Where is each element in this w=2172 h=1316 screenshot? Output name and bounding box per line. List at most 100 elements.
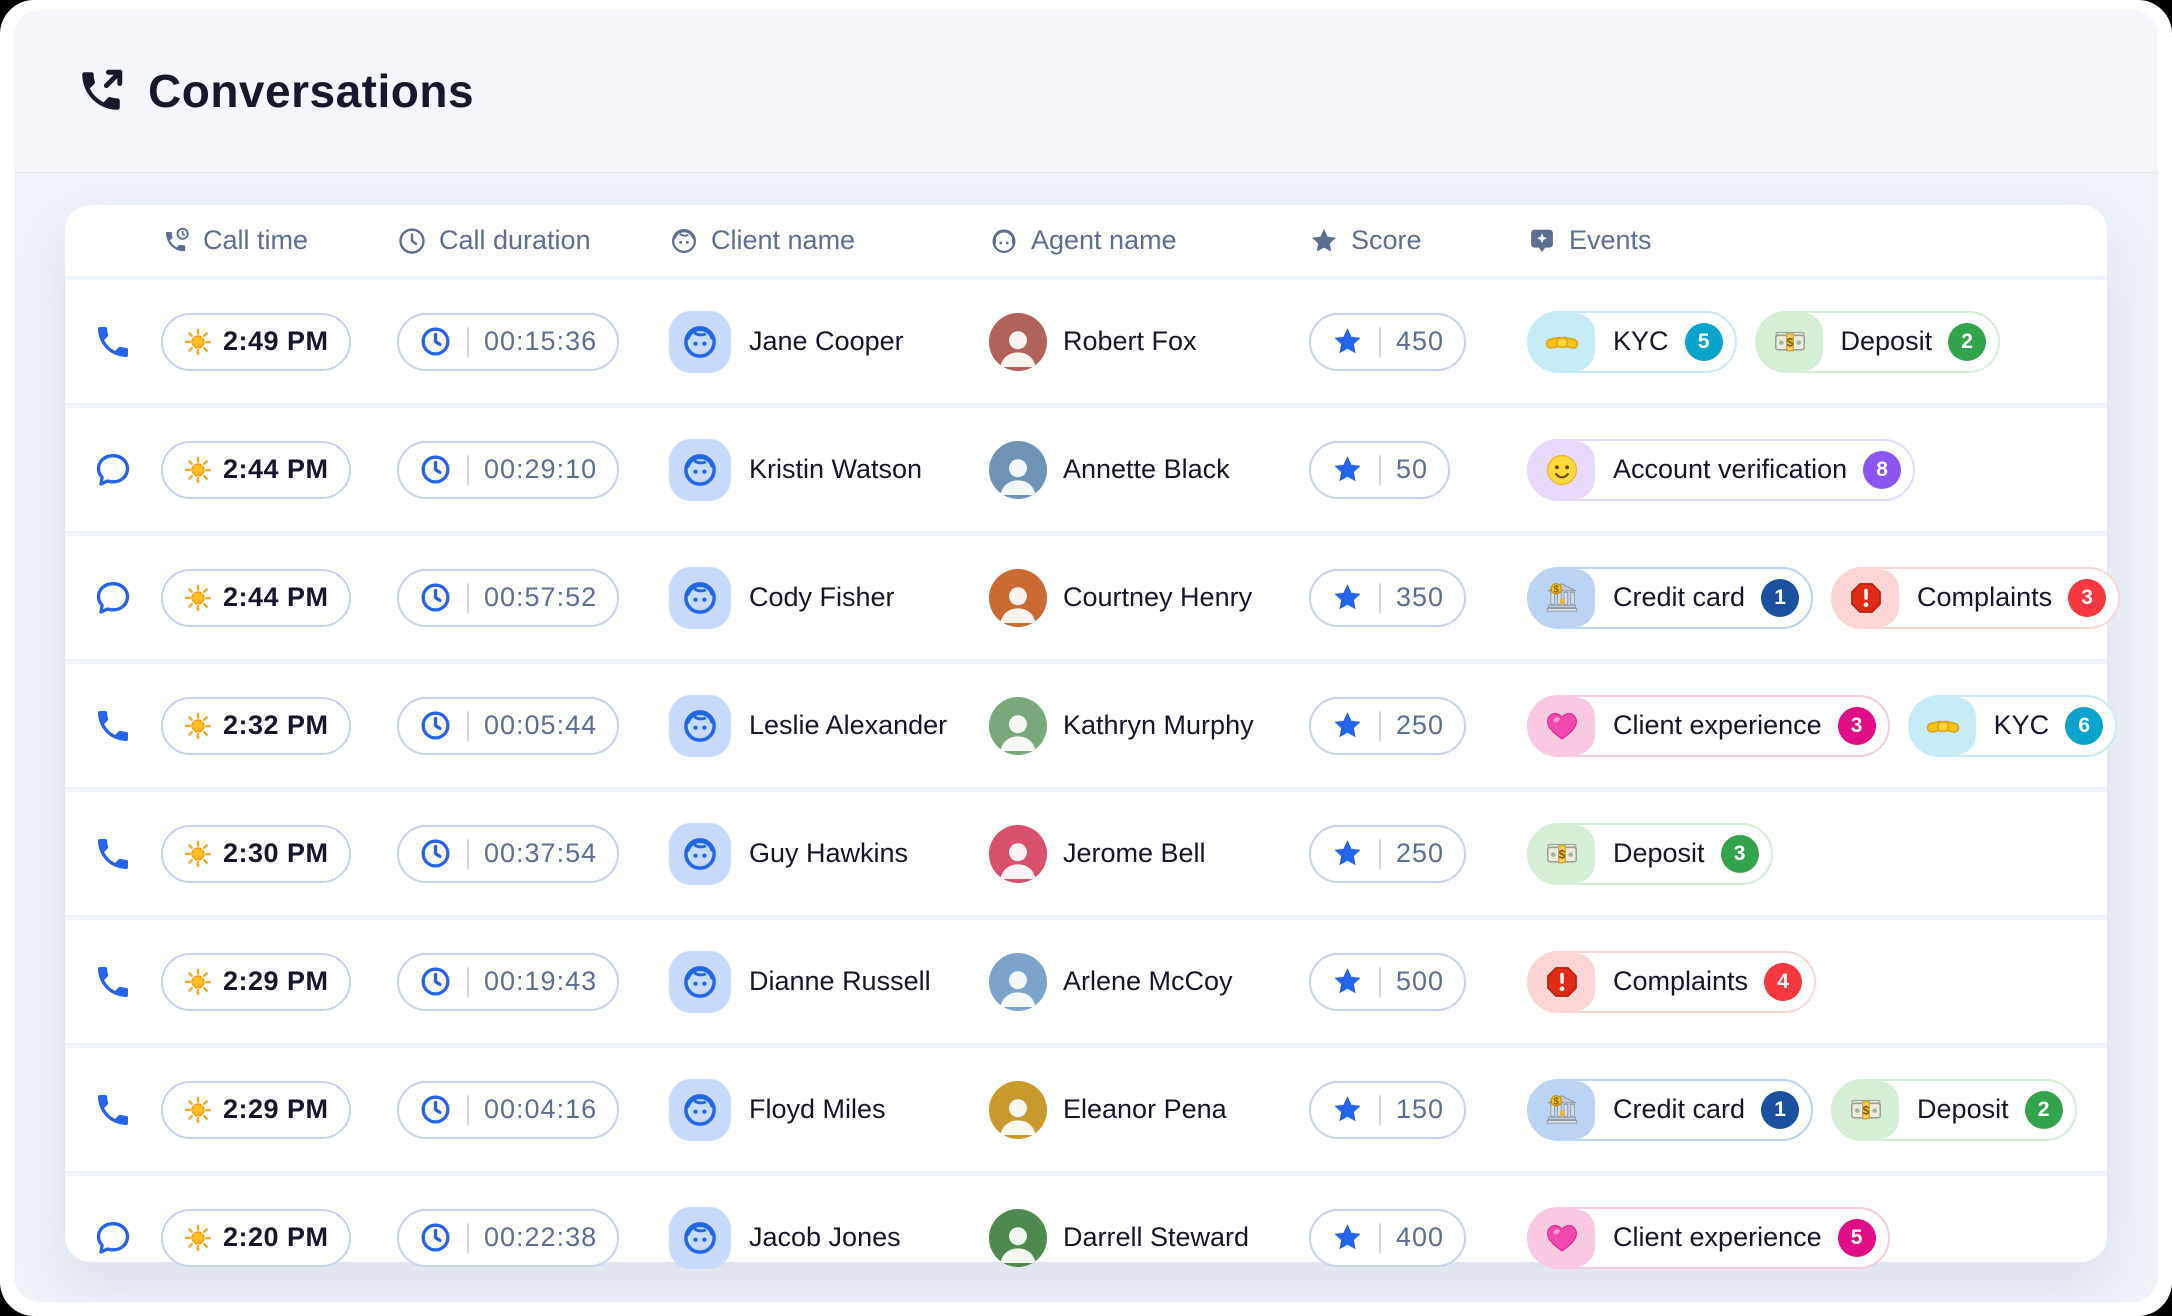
divider [467, 710, 469, 741]
divider [1379, 326, 1381, 357]
bank-icon: $ [1529, 1080, 1595, 1139]
app-header: Conversations [14, 10, 2158, 173]
event-badge[interactable]: Complaints 4 [1527, 950, 1817, 1013]
client-avatar [669, 1206, 731, 1269]
client-name: Dianne Russell [749, 966, 931, 996]
score-value: 350 [1396, 582, 1445, 612]
call-duration-pill: 00:19:43 [397, 952, 620, 1011]
call-duration-value: 00:05:44 [484, 710, 598, 740]
call-duration-pill: 00:04:16 [397, 1080, 620, 1139]
event-count-badge: 3 [1837, 706, 1876, 745]
star-icon [1331, 837, 1364, 870]
event-count-badge: 5 [1684, 322, 1723, 361]
event-label: Client experience [1613, 710, 1822, 740]
conversations-table: Call time Call duration Client name Agen… [65, 205, 2121, 1269]
events-cell: Complaints 4 [1527, 950, 2107, 1013]
column-header-events: Events [1527, 225, 2107, 256]
agent-name: Darrell Steward [1063, 1222, 1250, 1252]
event-count-badge: 2 [1948, 322, 1987, 361]
sun-icon [183, 327, 223, 357]
clock-icon [419, 581, 452, 614]
divider [1379, 1222, 1381, 1253]
event-label: Deposit [1613, 838, 1705, 868]
call-duration-pill: 00:15:36 [397, 312, 620, 371]
star-icon [1309, 226, 1339, 256]
event-badge[interactable]: $ Credit card 1 [1527, 1078, 1814, 1141]
table-row[interactable]: 2:44 PM 00:57:52 Cody Fisher Courtney He… [65, 536, 2121, 664]
events-cell: Account verification 8 [1527, 438, 2107, 501]
divider [467, 966, 469, 997]
divider [467, 838, 469, 869]
event-count-badge: 5 [1837, 1218, 1876, 1257]
divider [467, 582, 469, 613]
table-row[interactable]: 2:44 PM 00:29:10 Kristin Watson Annette … [65, 408, 2107, 536]
score-value: 400 [1396, 1222, 1445, 1252]
client-name: Jane Cooper [749, 326, 904, 356]
event-badge[interactable]: $ Deposit 2 [1754, 310, 2001, 373]
face-icon [669, 226, 699, 256]
call-duration-value: 00:04:16 [484, 1094, 598, 1124]
call-duration-value: 00:29:10 [484, 454, 598, 484]
call-time-value: 2:20 PM [223, 1222, 329, 1252]
event-count-badge: 8 [1863, 450, 1902, 489]
agent-name: Jerome Bell [1063, 838, 1206, 868]
sun-icon [183, 583, 223, 613]
client-avatar [669, 822, 731, 885]
event-label: Credit card [1613, 582, 1746, 612]
event-label: Deposit [1917, 1094, 2009, 1124]
event-label: KYC [1613, 326, 1669, 356]
column-header-label: Client name [711, 225, 856, 255]
event-label: Account verification [1613, 454, 1848, 484]
event-badge[interactable]: KYC 5 [1527, 310, 1737, 373]
phone-icon [93, 1090, 133, 1130]
score-pill: 450 [1309, 312, 1467, 371]
table-body: 2:49 PM 00:15:36 Jane Cooper Robert Fox … [65, 280, 2121, 1299]
table-row[interactable]: 2:32 PM 00:05:44 Leslie Alexander Kathry… [65, 664, 2118, 792]
client-avatar [669, 566, 731, 629]
column-header-label: Agent name [1031, 225, 1177, 255]
score-value: 500 [1396, 966, 1445, 996]
stop-icon [1529, 952, 1595, 1011]
event-badge[interactable]: Client experience 3 [1527, 694, 1890, 757]
event-count-badge: 3 [2068, 578, 2107, 617]
event-badge[interactable]: Client experience 5 [1527, 1206, 1890, 1269]
call-time-value: 2:44 PM [223, 454, 329, 484]
table-row[interactable]: 2:30 PM 00:37:54 Guy Hawkins Jerome Bell… [65, 792, 2107, 920]
svg-text:$: $ [1554, 1096, 1560, 1107]
column-header-score: Score [1309, 225, 1527, 256]
client-avatar [669, 1078, 731, 1141]
table-row[interactable]: 2:29 PM 00:19:43 Dianne Russell Arlene M… [65, 920, 2107, 1048]
client-name: Jacob Jones [749, 1222, 901, 1252]
event-label: Credit card [1613, 1094, 1746, 1124]
star-icon [1331, 325, 1364, 358]
table-row[interactable]: 2:49 PM 00:15:36 Jane Cooper Robert Fox … [65, 280, 2107, 408]
event-badge[interactable]: $ Credit card 1 [1527, 566, 1814, 629]
score-pill: 350 [1309, 568, 1467, 627]
agent-avatar [989, 952, 1047, 1011]
table-row[interactable]: 2:29 PM 00:04:16 Floyd Miles Eleanor Pen… [65, 1048, 2107, 1176]
agent-name: Courtney Henry [1063, 582, 1253, 612]
divider [1379, 1094, 1381, 1125]
event-badge[interactable]: Complaints 3 [1831, 566, 2121, 629]
score-value: 50 [1396, 454, 1429, 484]
table-row[interactable]: 2:20 PM 00:22:38 Jacob Jones Darrell Ste… [65, 1176, 2107, 1299]
event-badge[interactable]: Account verification 8 [1527, 438, 1916, 501]
client-name: Leslie Alexander [749, 710, 948, 740]
clock-icon [419, 837, 452, 870]
events-cell: $ Deposit 3 [1527, 822, 2107, 885]
event-badge[interactable]: KYC 6 [1907, 694, 2118, 757]
event-count-badge: 1 [1761, 1090, 1800, 1129]
smiley-icon [1529, 440, 1595, 499]
event-badge[interactable]: $ Deposit 2 [1831, 1078, 2077, 1141]
call-time-pill: 2:44 PM [161, 440, 351, 499]
event-badge[interactable]: $ Deposit 3 [1527, 822, 1773, 885]
event-count-badge: 4 [1764, 962, 1803, 1001]
event-count-badge: 2 [2024, 1090, 2063, 1129]
phone-icon [93, 962, 133, 1002]
clock-icon [397, 226, 427, 256]
agent-name: Arlene McCoy [1063, 966, 1233, 996]
client-avatar [669, 310, 731, 373]
call-duration-value: 00:37:54 [484, 838, 598, 868]
score-pill: 150 [1309, 1080, 1467, 1139]
badge-icon [1527, 226, 1557, 256]
